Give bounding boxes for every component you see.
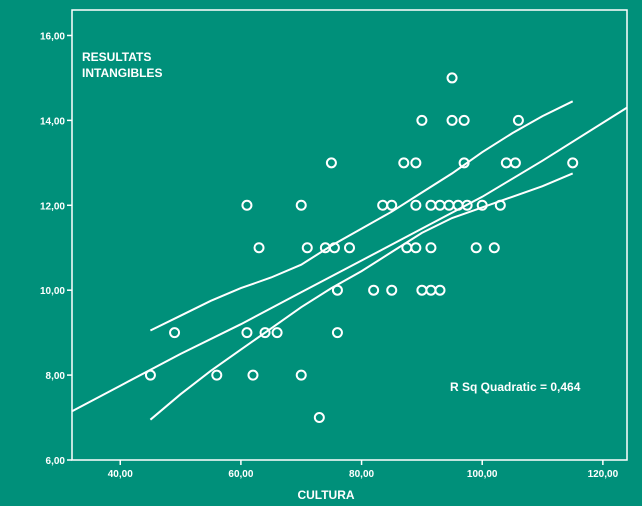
x-tick-label: 100,00 (467, 469, 498, 480)
data-point (328, 242, 340, 254)
data-point (377, 199, 389, 211)
x-tick-label: 80,00 (349, 469, 374, 480)
axes-group: 40,00 60,00 80,00 100,00 120,00 6,00 8,00 10,00… (40, 9, 628, 480)
data-point (458, 157, 470, 169)
data-point (325, 157, 337, 169)
x-tick-label: 40,00 (108, 469, 133, 480)
data-point (253, 242, 265, 254)
data-point (461, 199, 473, 211)
points-group (144, 72, 579, 424)
data-point (446, 72, 458, 84)
y-tick-label: 8,00 (46, 371, 66, 382)
data-point (241, 199, 253, 211)
data-point (295, 199, 307, 211)
y-tick-label: 12,00 (40, 201, 65, 212)
data-point (331, 284, 343, 296)
data-point (425, 199, 437, 211)
data-point (169, 327, 181, 339)
data-point (512, 114, 524, 126)
data-point (416, 284, 428, 296)
data-point (271, 327, 283, 339)
data-point (500, 157, 512, 169)
r-squared-annotation: R Sq Quadratic = 0,464 (450, 380, 581, 394)
fit-line (71, 106, 628, 413)
data-point (368, 284, 380, 296)
data-point (443, 199, 455, 211)
y-axis-title-line-1: RESULTATS (82, 50, 151, 64)
data-point (144, 369, 156, 381)
data-point (410, 157, 422, 169)
x-axis-title: CULTURA (297, 488, 354, 502)
data-point (401, 242, 413, 254)
data-point (434, 199, 446, 211)
y-tick-label: 14,00 (40, 116, 65, 127)
data-point (494, 199, 506, 211)
data-point (509, 157, 521, 169)
upper-confidence-band (149, 100, 574, 332)
x-tick-label: 120,00 (588, 469, 619, 480)
data-point (446, 114, 458, 126)
data-point (295, 369, 307, 381)
labels-group: RESULTATS INTANGIBLES R Sq Quadratic = 0… (82, 50, 581, 502)
data-point (470, 242, 482, 254)
data-point (331, 327, 343, 339)
data-point (313, 412, 325, 424)
data-point (398, 157, 410, 169)
fit-curves-group (71, 100, 628, 421)
data-point (410, 199, 422, 211)
data-point (211, 369, 223, 381)
data-point (259, 327, 271, 339)
data-point (425, 242, 437, 254)
data-point (241, 327, 253, 339)
data-point (410, 242, 422, 254)
data-point (247, 369, 259, 381)
data-point (458, 114, 470, 126)
y-tick-label: 16,00 (40, 31, 65, 42)
data-point (416, 114, 428, 126)
x-tick-label: 60,00 (228, 469, 253, 480)
data-point (567, 157, 579, 169)
y-tick-label: 10,00 (40, 286, 65, 297)
data-point (425, 284, 437, 296)
plot-frame (71, 9, 628, 461)
y-tick-label: 6,00 (46, 456, 66, 467)
data-point (301, 242, 313, 254)
y-axis-title-line-2: INTANGIBLES (82, 66, 162, 80)
data-point (344, 242, 355, 254)
data-point (386, 284, 398, 296)
data-point (476, 199, 488, 211)
data-point (434, 284, 446, 296)
data-point (386, 199, 398, 211)
data-point (488, 242, 500, 254)
